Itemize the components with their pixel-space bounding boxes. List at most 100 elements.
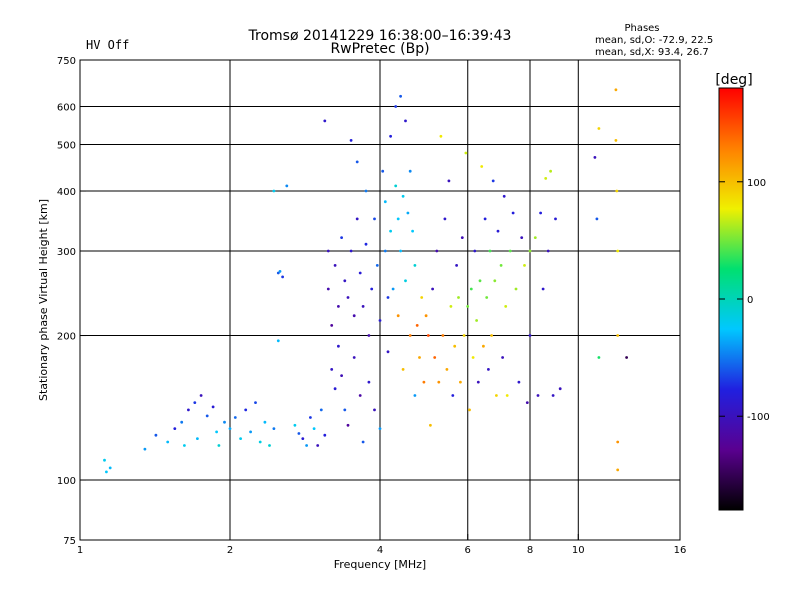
colorbar-label: [deg] <box>715 72 752 88</box>
echo-point <box>625 356 628 359</box>
echo-point <box>439 134 443 138</box>
echo-point <box>312 427 316 430</box>
y-tick-label: 750 <box>57 56 76 67</box>
echo-point <box>457 296 460 299</box>
echo-point <box>323 433 327 437</box>
echo-point <box>616 334 620 337</box>
echo-point <box>443 217 447 221</box>
x-tick-label: 4 <box>377 545 383 556</box>
echo-point <box>394 184 398 188</box>
echo-point <box>276 339 280 343</box>
echo-point <box>483 217 487 221</box>
echo-point <box>517 380 521 384</box>
echo-point <box>373 408 376 412</box>
x-tick-label: 8 <box>527 545 533 556</box>
echo-point <box>480 165 484 168</box>
echo-point <box>422 380 426 384</box>
echo-point <box>451 394 455 397</box>
y-tick-label: 75 <box>63 536 76 547</box>
echo-point <box>333 264 337 267</box>
colorbar-tick-label: 0 <box>747 295 753 306</box>
echo-point <box>263 420 267 424</box>
echo-point <box>349 139 353 142</box>
echo-point <box>536 394 540 397</box>
echo-point <box>478 279 482 283</box>
echo-point <box>343 279 347 283</box>
echo-point <box>381 169 385 173</box>
echo-point <box>217 444 221 447</box>
legend-line-x: mean, sd,X: 93.4, 26.7 <box>595 47 709 58</box>
echo-point <box>154 433 158 437</box>
echo-point <box>445 368 449 371</box>
echo-point <box>386 296 390 299</box>
echo-point <box>373 217 376 221</box>
echo-point <box>411 229 414 233</box>
echo-point <box>367 334 371 337</box>
x-axis-label: Frequency [MHz] <box>334 558 426 571</box>
echo-point <box>514 287 518 291</box>
echo-point <box>511 211 515 215</box>
echo-point <box>415 324 419 327</box>
echo-point <box>495 394 498 397</box>
echo-point <box>326 249 330 253</box>
echo-point <box>330 368 334 371</box>
echo-point <box>401 368 405 371</box>
echo-point <box>258 440 262 444</box>
echo-point <box>475 319 478 322</box>
echo-point <box>301 437 305 440</box>
echo-point <box>355 217 359 221</box>
colorbar-tick-label: 100 <box>747 178 766 189</box>
echo-point <box>370 287 374 291</box>
echo-point <box>528 249 532 253</box>
echo-point <box>228 427 232 430</box>
echo-point <box>166 440 170 444</box>
echo-point <box>239 437 243 440</box>
echo-point <box>501 356 504 359</box>
echo-point <box>346 423 350 427</box>
echo-point <box>413 394 417 397</box>
echo-point <box>593 156 597 159</box>
echo-point <box>305 444 308 447</box>
echo-point <box>196 437 199 440</box>
echo-point <box>340 236 343 240</box>
echo-point <box>505 394 509 397</box>
echo-point <box>399 94 402 98</box>
echo-point <box>367 380 371 384</box>
x-tick-label: 6 <box>465 545 471 556</box>
echo-point <box>143 447 147 451</box>
echo-point <box>340 374 343 377</box>
echo-point <box>297 432 301 435</box>
echo-point <box>199 394 203 397</box>
echo-point <box>469 287 473 291</box>
echo-point <box>337 305 340 308</box>
y-axis-label: Stationary phase Virtual Height [km] <box>37 199 50 401</box>
echo-point <box>488 249 492 253</box>
echo-point <box>386 350 390 354</box>
echo-point <box>418 356 421 359</box>
echo-point <box>249 430 253 434</box>
echo-point <box>597 127 601 130</box>
echo-point <box>394 105 398 108</box>
echo-point <box>429 423 432 427</box>
echo-point <box>404 279 407 283</box>
echo-point <box>471 356 475 359</box>
echo-point <box>272 189 276 193</box>
echo-point <box>464 151 468 155</box>
echo-point <box>389 134 392 138</box>
echo-point <box>476 380 480 384</box>
echo-point <box>485 296 489 299</box>
echo-point <box>546 249 550 253</box>
echo-point <box>544 177 548 180</box>
echo-point <box>408 169 412 173</box>
echo-point <box>285 184 289 188</box>
echo-point <box>528 334 532 337</box>
echo-point <box>523 264 526 267</box>
echo-point <box>281 275 284 279</box>
echo-point <box>346 296 350 299</box>
echo-point <box>349 249 353 253</box>
echo-point <box>396 217 400 221</box>
echo-point <box>616 440 620 444</box>
echo-point <box>435 249 439 253</box>
echo-point <box>453 344 457 348</box>
